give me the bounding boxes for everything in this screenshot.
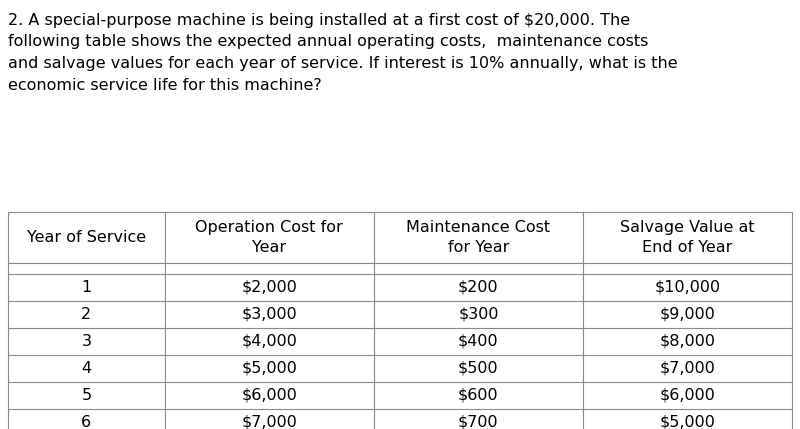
- Text: $500: $500: [458, 361, 498, 376]
- Text: Salvage Value at
End of Year: Salvage Value at End of Year: [620, 220, 754, 255]
- Text: $200: $200: [458, 280, 498, 295]
- Text: $600: $600: [458, 388, 498, 403]
- Text: 6: 6: [82, 415, 91, 429]
- Text: 1: 1: [82, 280, 91, 295]
- Text: Operation Cost for
Year: Operation Cost for Year: [195, 220, 343, 255]
- Text: $8,000: $8,000: [659, 334, 715, 349]
- Text: $7,000: $7,000: [659, 361, 715, 376]
- Text: $9,000: $9,000: [659, 307, 715, 322]
- Text: Maintenance Cost
for Year: Maintenance Cost for Year: [406, 220, 550, 255]
- Text: $700: $700: [458, 415, 498, 429]
- Text: $7,000: $7,000: [242, 415, 298, 429]
- Text: 4: 4: [82, 361, 91, 376]
- Text: 5: 5: [82, 388, 91, 403]
- Text: $5,000: $5,000: [242, 361, 298, 376]
- Text: $6,000: $6,000: [242, 388, 298, 403]
- Text: 2. A special-purpose machine is being installed at a first cost of $20,000. The
: 2. A special-purpose machine is being in…: [8, 13, 678, 93]
- Text: $6,000: $6,000: [659, 388, 715, 403]
- Text: $300: $300: [458, 307, 498, 322]
- Text: $400: $400: [458, 334, 498, 349]
- Text: $4,000: $4,000: [242, 334, 298, 349]
- Text: $10,000: $10,000: [654, 280, 721, 295]
- Text: Year of Service: Year of Service: [27, 230, 146, 245]
- Text: $5,000: $5,000: [659, 415, 715, 429]
- Text: 2: 2: [82, 307, 91, 322]
- Text: 3: 3: [82, 334, 91, 349]
- Text: $3,000: $3,000: [242, 307, 298, 322]
- Text: $2,000: $2,000: [242, 280, 298, 295]
